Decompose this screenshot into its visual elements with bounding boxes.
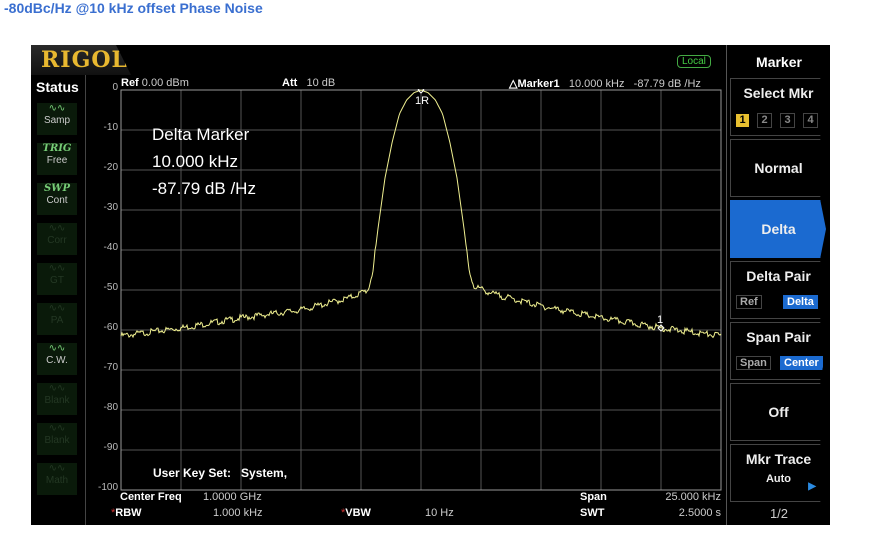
span-pair-span[interactable]: Span (736, 356, 771, 370)
mkr-trace-button[interactable]: Mkr Trace Auto ▶ (730, 444, 826, 502)
user-key-set: User Key Set: System, (153, 466, 288, 480)
delta-marker-freq: 10.000 kHz (152, 152, 238, 171)
y-tick-label: -100 (97, 482, 118, 493)
rbw-label: RBW (115, 507, 142, 519)
y-tick-label: -70 (103, 362, 118, 373)
sweep-wave-icon: ∿∿ (48, 103, 66, 114)
delta-pair-label: Delta Pair (746, 268, 811, 284)
spectrum-analyzer-screen: RIGOL Status ∿∿ Samp TRIG Free SWP Cont ∿∿ Corr… (31, 45, 830, 525)
status-item-label: GT (50, 275, 64, 286)
ref-label: Ref (121, 77, 139, 89)
preamp-icon: ∿∿ (48, 303, 66, 314)
trace-line (120, 89, 722, 339)
marker-select-3[interactable]: 3 (780, 113, 795, 128)
status-item-blank: ∿∿ Blank (37, 423, 77, 455)
trace-icon: ∿∿ (48, 383, 66, 394)
mkr-trace-label: Mkr Trace (745, 451, 812, 467)
select-mkr-label: Select Mkr (743, 85, 814, 101)
swt-value[interactable]: 2.5000 s (678, 507, 721, 519)
rbw-value[interactable]: 1.000 kHz (213, 507, 263, 519)
marker-label: △Marker1 (509, 78, 560, 90)
delta-button[interactable]: Delta (730, 200, 826, 258)
span-pair-center[interactable]: Center (780, 356, 823, 370)
marker-point (417, 89, 425, 94)
y-tick-label: -50 (103, 282, 118, 293)
status-item-label: C.W. (46, 355, 68, 366)
arrow-right-icon: ▶ (808, 481, 816, 492)
trace-icon: ∿∿ (48, 463, 66, 474)
delta-pair-ref[interactable]: Ref (736, 295, 762, 309)
status-item-samp: ∿∿ Samp (37, 103, 77, 135)
span-value[interactable]: 25.000 kHz (665, 491, 721, 503)
status-item-cont: SWP Cont (37, 183, 77, 215)
marker-label: 1 (657, 314, 663, 326)
status-panel (31, 75, 86, 525)
y-tick-label: -80 (103, 402, 118, 413)
status-item-label: Samp (43, 115, 71, 126)
menu-title: Marker (756, 54, 802, 70)
rigol-logo: RIGOL (31, 45, 131, 75)
span-pair-label: Span Pair (746, 329, 811, 345)
trace-icon: ∿∿ (48, 423, 66, 434)
trace-icon: ∿∿ (48, 343, 66, 354)
local-badge[interactable]: Local (677, 55, 711, 68)
trig-icon: TRIG (42, 143, 72, 154)
status-item-pa: ∿∿ PA (37, 303, 77, 335)
vbw-label: VBW (345, 507, 371, 519)
marker-label: 1R (415, 95, 429, 107)
status-item-label: Math (45, 475, 69, 486)
y-tick-label: -10 (103, 122, 118, 133)
mkr-trace-value: Auto (765, 473, 792, 485)
center-freq-label: Center Freq (120, 491, 182, 503)
status-item-label: PA (50, 315, 64, 326)
y-tick-label: -20 (103, 162, 118, 173)
att-value[interactable]: 10 dB (306, 77, 336, 89)
status-item-label: Corr (47, 235, 67, 246)
off-button[interactable]: Off (730, 383, 826, 441)
tracking-generator-icon: ∿∿ (48, 263, 66, 274)
marker-value: -87.79 dB /Hz (633, 78, 701, 90)
vbw-value[interactable]: 10 Hz (425, 507, 454, 519)
page-title: -80dBc/Hz @10 kHz offset Phase Noise (4, 0, 263, 16)
center-freq-value[interactable]: 1.0000 GHz (203, 491, 262, 503)
marker-select-4[interactable]: 4 (803, 113, 818, 128)
status-item-corr: ∿∿ Corr (37, 223, 77, 255)
status-item-gt: ∿∿ GT (37, 263, 77, 295)
y-tick-label: -40 (103, 242, 118, 253)
normal-button[interactable]: Normal (730, 139, 826, 197)
status-item-label: Cont (46, 195, 68, 206)
status-item-label: Blank (44, 395, 70, 406)
delta-marker-label: Delta Marker (152, 125, 250, 144)
y-tick-label: -90 (103, 442, 118, 453)
delta-marker-value: -87.79 dB /Hz (152, 179, 256, 198)
span-pair-button[interactable]: Span Pair Span Center (730, 322, 826, 380)
status-item-free: TRIG Free (37, 143, 77, 175)
corr-icon: ∿∿ (48, 223, 66, 234)
y-tick-label: 0 (112, 82, 118, 93)
spectrum-plot: 1R 1 (120, 89, 722, 491)
att-label: Att (282, 77, 298, 89)
status-title: Status (36, 79, 79, 95)
marker-select-2[interactable]: 2 (757, 113, 772, 128)
y-tick-label: -30 (103, 202, 118, 213)
delta-pair-delta[interactable]: Delta (783, 295, 818, 309)
y-tick-label: -60 (103, 322, 118, 333)
span-label: Span (580, 491, 607, 503)
page-indicator[interactable]: 1/2 (769, 506, 789, 521)
status-item-math: ∿∿ Math (37, 463, 77, 495)
ref-value[interactable]: 0.00 dBm (141, 77, 189, 89)
status-item-blank: ∿∿ Blank (37, 383, 77, 415)
marker-freq: 10.000 kHz (568, 78, 625, 90)
swt-label: SWT (580, 507, 605, 519)
marker-point (657, 324, 665, 332)
delta-pair-button[interactable]: Delta Pair Ref Delta (730, 261, 826, 319)
marker-select-1[interactable]: 1 (736, 114, 749, 127)
status-item-label: Free (46, 155, 68, 166)
status-item-label: Blank (44, 435, 70, 446)
status-item-cw: ∿∿ C.W. (37, 343, 77, 375)
swp-icon: SWP (44, 183, 70, 194)
